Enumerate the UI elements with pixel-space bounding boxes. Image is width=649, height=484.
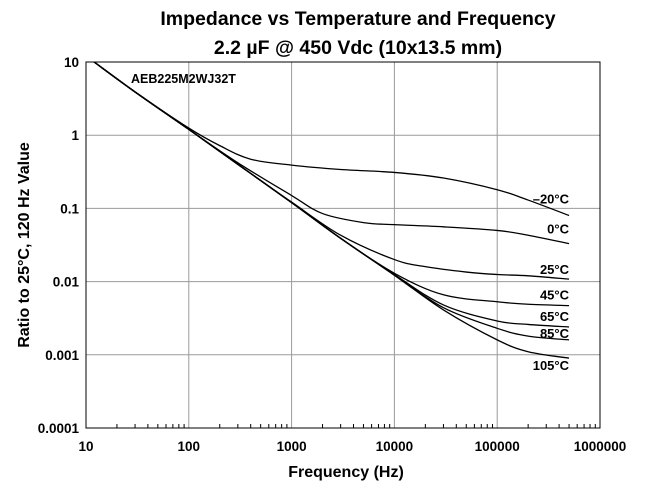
tick-labels: 10 100 1000 10000 100000 1000000 0.0001 0.001 0.… bbox=[38, 55, 627, 454]
x-tick-label: 1000 bbox=[277, 439, 307, 454]
y-tick-label: 10 bbox=[64, 55, 79, 70]
part-number-annotation: AEB225M2WJ32T bbox=[131, 72, 236, 86]
chart-title: Impedance vs Temperature and Frequency bbox=[160, 8, 555, 30]
series-labels: –20°C 0°C 25°C 45°C 65°C 85°C 105°C bbox=[533, 191, 570, 373]
y-tick-label: 0.01 bbox=[53, 275, 80, 290]
series-line-20C bbox=[93, 61, 570, 217]
y-tick-label: 1 bbox=[71, 128, 79, 143]
series-label-45C: 45°C bbox=[540, 288, 570, 303]
series-line-45C bbox=[93, 61, 570, 307]
y-axis-label: Ratio to 25°C, 120 Hz Value bbox=[16, 142, 33, 348]
series-label-65C: 65°C bbox=[540, 309, 570, 324]
plot-area-frame bbox=[85, 61, 601, 429]
chart-subtitle: 2.2 µF @ 450 Vdc (10x13.5 mm) bbox=[214, 37, 502, 59]
x-tick-label: 10 bbox=[78, 439, 93, 454]
y-tick-label: 0.001 bbox=[45, 348, 79, 363]
series-line-25C bbox=[93, 61, 570, 280]
y-tick-label: 0.1 bbox=[60, 201, 79, 216]
series-label-105C: 105°C bbox=[533, 358, 570, 373]
series-label-25C: 25°C bbox=[540, 262, 570, 277]
series-lines bbox=[93, 61, 570, 359]
x-tick-label: 10000 bbox=[376, 439, 414, 454]
grid-lines bbox=[85, 61, 601, 429]
series-label-20C: –20°C bbox=[533, 191, 570, 206]
series-line-85C bbox=[93, 61, 570, 341]
x-tick-label: 100 bbox=[178, 439, 201, 454]
x-axis-label: Frequency (Hz) bbox=[288, 464, 404, 481]
series-line-65C bbox=[93, 61, 570, 328]
x-tick-label: 1000000 bbox=[574, 439, 627, 454]
y-tick-label: 0.0001 bbox=[38, 421, 80, 436]
series-label-0C: 0°C bbox=[547, 222, 569, 237]
series-label-85C: 85°C bbox=[540, 326, 570, 341]
series-line-0C bbox=[93, 61, 570, 245]
series-line-105C bbox=[93, 61, 570, 359]
x-tick-label: 100000 bbox=[475, 439, 520, 454]
